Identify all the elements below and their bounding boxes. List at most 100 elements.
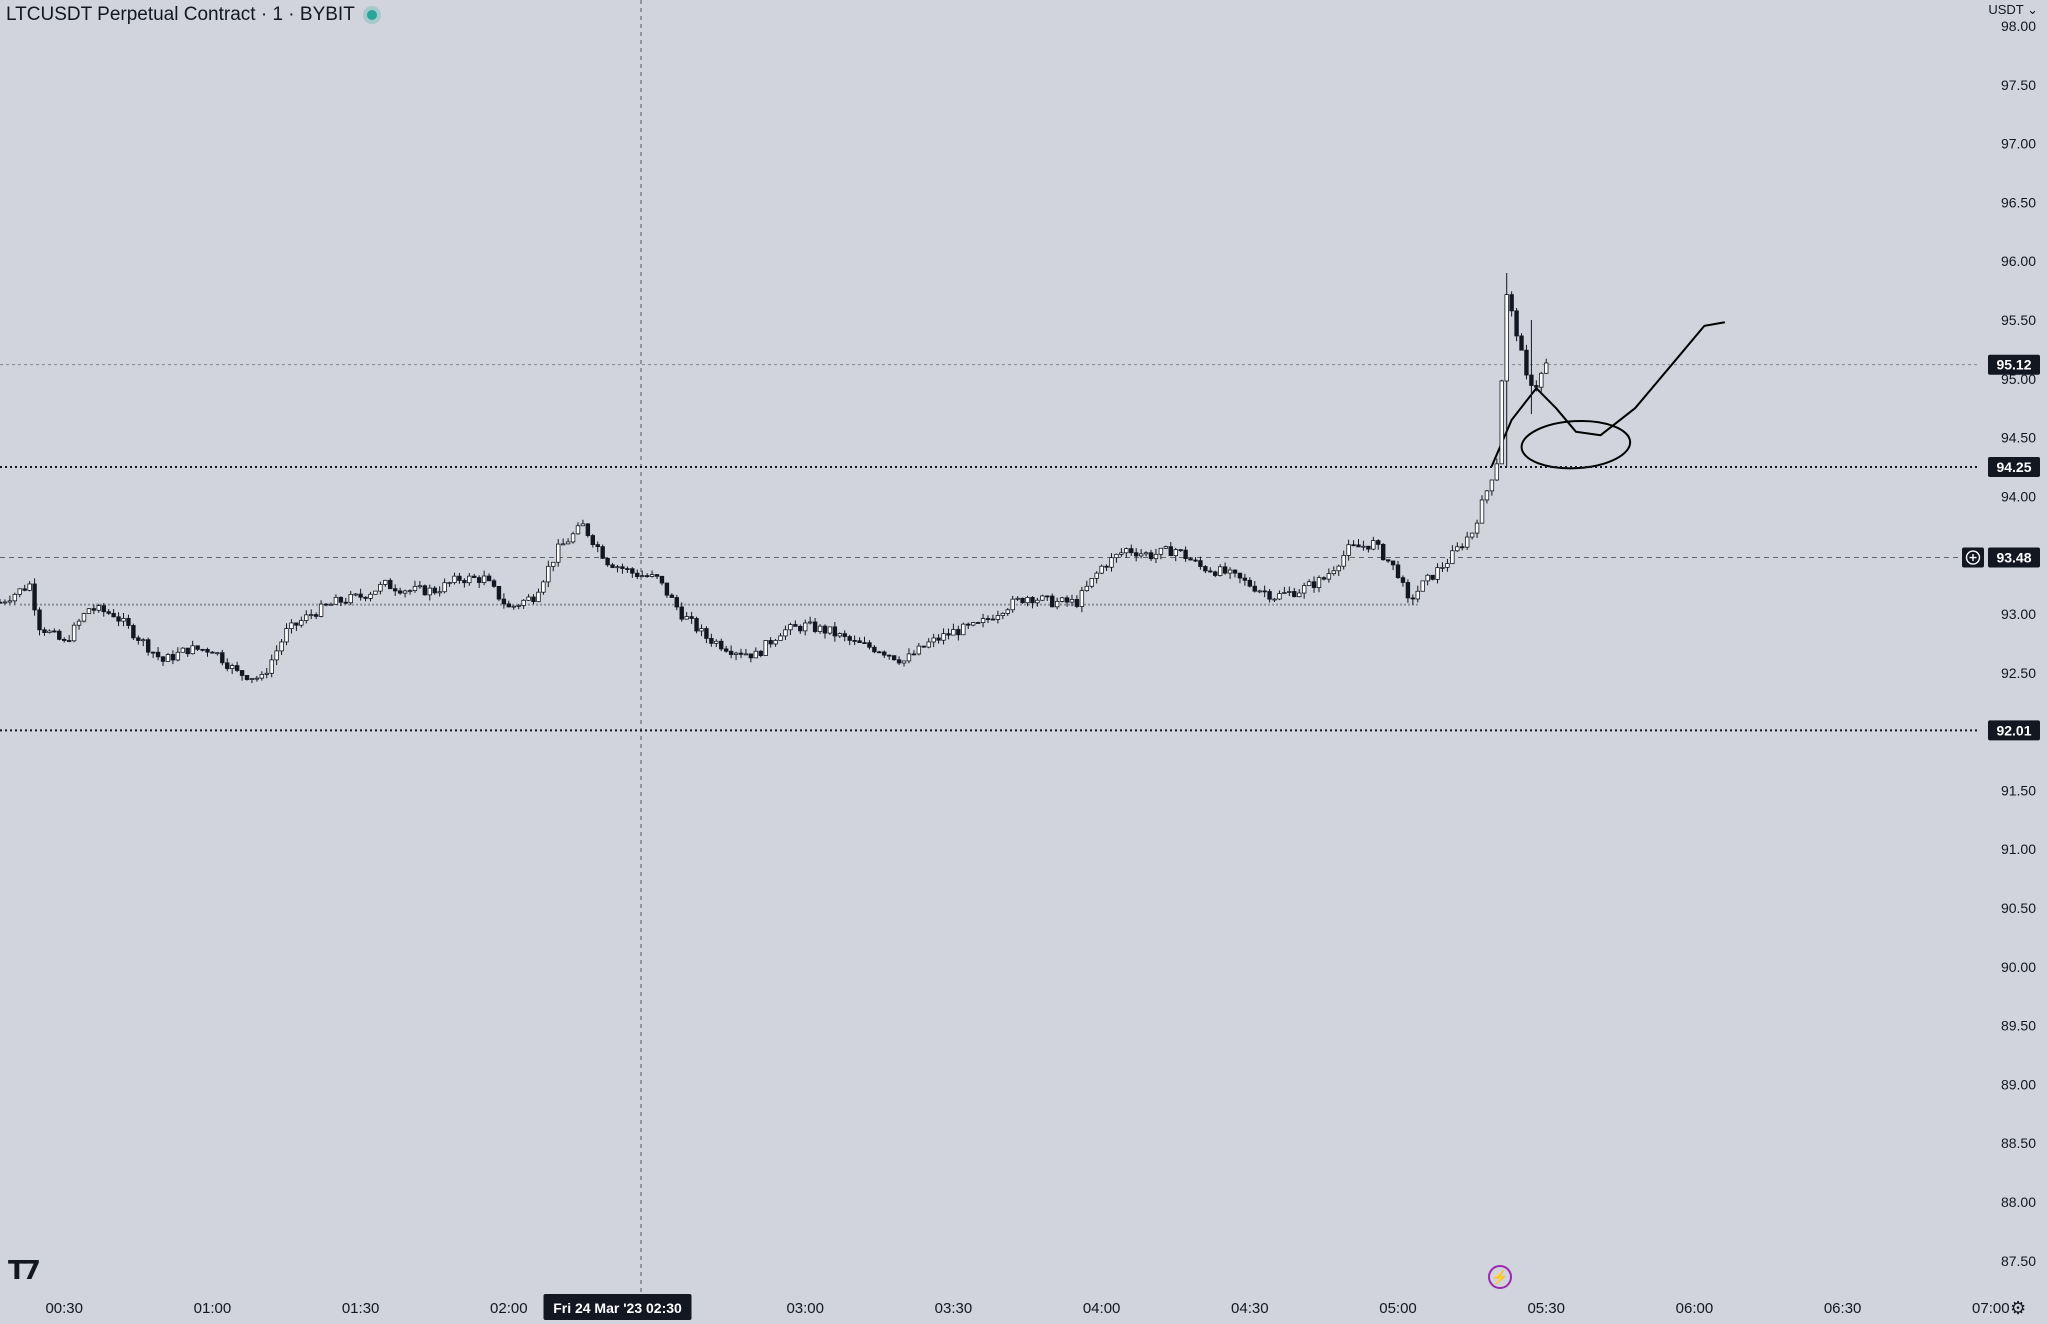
candle <box>210 651 215 654</box>
candle <box>116 612 121 627</box>
price-tick-label: 89.00 <box>2001 1076 2036 1092</box>
candle <box>1445 558 1450 572</box>
candle <box>531 594 536 605</box>
candle-body-down <box>620 566 625 569</box>
candle <box>249 678 255 684</box>
candle <box>457 572 462 584</box>
candle <box>570 531 576 544</box>
candle-body-down <box>887 654 892 657</box>
candle-body-up <box>407 590 413 592</box>
candle <box>234 661 240 673</box>
price-tick-label: 97.00 <box>2001 136 2036 152</box>
candle <box>1351 540 1356 547</box>
candle-body-down <box>101 605 106 613</box>
candle <box>837 632 842 638</box>
candle-body-down <box>37 609 42 631</box>
candle-body-down <box>111 612 116 618</box>
candle-body-down <box>1104 565 1109 568</box>
candle-body-down <box>704 628 709 639</box>
candle-body-up <box>1138 553 1144 557</box>
candle-body-down <box>501 598 507 605</box>
candle <box>239 670 245 681</box>
candle-body-up <box>615 566 620 569</box>
candle-body-up <box>743 653 749 656</box>
candle <box>215 652 220 656</box>
time-tick-label: 02:00 <box>490 1300 528 1317</box>
candle-body-up <box>580 523 586 527</box>
candle-body-down <box>195 645 200 650</box>
candle <box>1381 543 1386 561</box>
candle <box>1341 550 1346 570</box>
candle-body-down <box>531 596 536 603</box>
candle <box>1148 549 1154 562</box>
candle-body-down <box>768 640 773 645</box>
candle-body-down <box>160 656 166 662</box>
candle <box>1474 519 1480 538</box>
candle <box>654 573 660 579</box>
tradingview-logo-icon[interactable]: T7 <box>8 1256 41 1286</box>
price-tick-label: 93.00 <box>2001 606 2036 622</box>
candle-body-down <box>709 638 714 644</box>
candle-body-up <box>1450 550 1455 565</box>
candle-body-down <box>1222 566 1228 574</box>
candle-body-down <box>1410 597 1416 600</box>
candle <box>980 613 986 628</box>
candle <box>610 562 615 569</box>
candle <box>17 588 22 598</box>
candle-body-down <box>131 625 136 639</box>
candle <box>1301 582 1307 599</box>
price-label-bg <box>1988 457 2040 477</box>
candle <box>136 635 141 645</box>
candle <box>872 645 877 654</box>
candle-body-down <box>136 637 141 641</box>
candle <box>1400 575 1406 587</box>
symbol-title-bar[interactable]: LTCUSDT Perpetual Contract · 1 · BYBIT <box>6 4 377 26</box>
candle-body-up <box>284 628 289 643</box>
candle-body-down <box>1134 552 1139 557</box>
candle-body-up <box>328 603 334 606</box>
candle <box>1534 380 1539 392</box>
candle-body-up <box>1326 573 1332 580</box>
currency-selector[interactable]: USDT ⌄ <box>1988 2 2038 18</box>
candle-body-down <box>669 594 675 598</box>
candle <box>1109 553 1114 572</box>
candle <box>1158 547 1164 560</box>
candle <box>600 544 605 559</box>
time-tick-label: 07:00 <box>1972 1300 2010 1317</box>
candle <box>22 584 27 592</box>
candle-body-down <box>358 593 363 598</box>
candle-body-up <box>7 600 13 603</box>
candle-body-up <box>47 630 52 633</box>
gear-icon[interactable]: ⚙ <box>2010 1298 2027 1318</box>
candle <box>1094 571 1099 584</box>
candle-body-up <box>926 641 931 648</box>
candle-body-up <box>279 641 284 652</box>
candle <box>852 635 857 646</box>
candle <box>536 588 541 603</box>
candle <box>0 598 3 604</box>
candle-body-down <box>1262 590 1267 593</box>
candle <box>1252 581 1257 593</box>
candle-body-up <box>1099 565 1104 574</box>
candle <box>481 570 487 586</box>
price-label-text: 92.01 <box>1996 722 2031 738</box>
candle-body-down <box>1514 310 1519 337</box>
candle-body-down <box>1405 582 1411 599</box>
candle <box>1539 371 1544 392</box>
hand-drawn-projection-curve <box>1490 321 1726 467</box>
candle-body-down <box>644 575 650 578</box>
candle <box>689 611 694 624</box>
candle-body-up <box>1464 536 1470 548</box>
candle-body-up <box>1000 612 1006 616</box>
candle-body-up <box>570 533 576 543</box>
candle <box>1272 598 1277 603</box>
candle-body-down <box>1385 559 1391 562</box>
candle <box>768 637 773 648</box>
candle <box>526 594 531 601</box>
candle-body-down <box>590 535 595 546</box>
lightning-icon[interactable]: ⚡ <box>1488 1265 1512 1289</box>
time-axis: 00:3001:0001:3002:0002:3003:0003:3004:00… <box>45 1294 2010 1320</box>
candle-body-up <box>995 615 1001 620</box>
candle-body-down <box>210 651 215 654</box>
